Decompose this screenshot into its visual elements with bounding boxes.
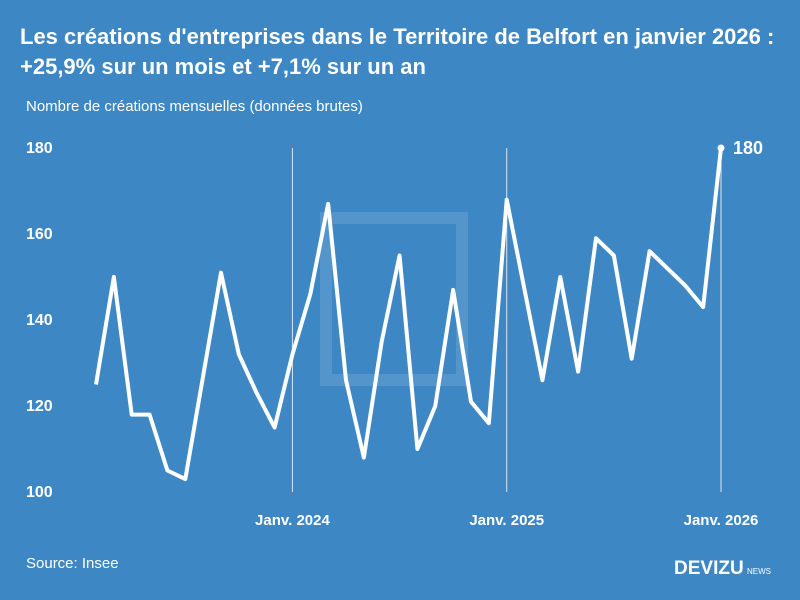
y-tick-label: 160: [26, 226, 53, 243]
source: Source: Insee: [26, 555, 119, 572]
chart-subtitle: Nombre de créations mensuelles (données …: [26, 98, 363, 115]
title-box: Les créations d'entreprises dans le Terr…: [20, 24, 775, 79]
y-tick-label: 180: [26, 140, 53, 157]
line: [94, 147, 723, 482]
x-tick-label: Janv. 2024: [255, 512, 330, 529]
y-tick-label: 140: [26, 312, 53, 329]
chart-title: Les créations d'entreprises dans le Terr…: [20, 24, 775, 79]
y-tick-label: 120: [26, 398, 53, 415]
logo: DEVIZU: [674, 558, 744, 579]
y-tick-label: 100: [26, 484, 53, 501]
end-point: [717, 144, 725, 152]
x-tick-label: Janv. 2025: [469, 512, 544, 529]
logo-sub: NEWS: [747, 567, 771, 576]
end-label: 180: [733, 138, 763, 158]
x-tick-label: Janv. 2026: [684, 512, 759, 529]
watermark: [320, 212, 468, 386]
